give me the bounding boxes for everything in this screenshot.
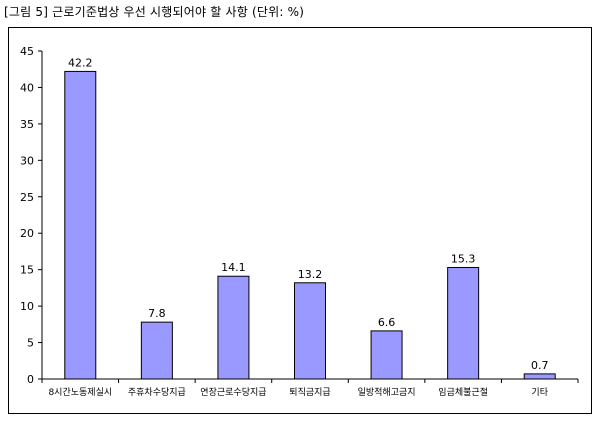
data-label: 42.2 bbox=[68, 56, 93, 69]
bar bbox=[294, 282, 326, 380]
x-category-label: 연장근로수당지급 bbox=[200, 387, 266, 398]
bar bbox=[64, 70, 97, 380]
bar bbox=[370, 330, 403, 380]
x-category-label: 주휴차수당지급 bbox=[128, 386, 186, 398]
y-tick-label: 10 bbox=[20, 300, 34, 313]
bar bbox=[523, 373, 556, 380]
bar bbox=[217, 275, 250, 380]
y-tick-label: 25 bbox=[20, 191, 34, 204]
bar bbox=[140, 321, 173, 380]
y-tick-label: 40 bbox=[20, 81, 34, 94]
y-tick-label: 45 bbox=[20, 45, 34, 58]
data-label: 6.6 bbox=[378, 316, 396, 329]
x-category-label: 임금체불근절 bbox=[438, 386, 488, 398]
x-category-label: 퇴직금지급 bbox=[289, 387, 330, 398]
x-category-label: 기타 bbox=[531, 387, 548, 398]
y-tick-label: 35 bbox=[20, 118, 34, 131]
y-tick-label: 15 bbox=[20, 264, 34, 277]
bar bbox=[447, 266, 480, 380]
y-tick-label: 5 bbox=[27, 337, 34, 350]
x-category-label: 일방적해고금지 bbox=[358, 386, 416, 398]
y-tick-label: 20 bbox=[20, 227, 34, 240]
data-label: 0.7 bbox=[531, 359, 549, 372]
chart-frame bbox=[8, 27, 592, 414]
data-label: 13.2 bbox=[298, 268, 323, 281]
figure-caption: [그림 5] 근로기준법상 우선 시행되어야 할 사항 (단위: %) bbox=[4, 5, 305, 19]
data-label: 14.1 bbox=[221, 261, 246, 274]
y-tick-label: 30 bbox=[20, 154, 34, 167]
x-category-label: 8시간노동제실시 bbox=[48, 387, 112, 398]
data-label: 15.3 bbox=[451, 252, 476, 265]
y-tick-label: 0 bbox=[27, 373, 34, 386]
data-label: 7.8 bbox=[148, 307, 166, 320]
